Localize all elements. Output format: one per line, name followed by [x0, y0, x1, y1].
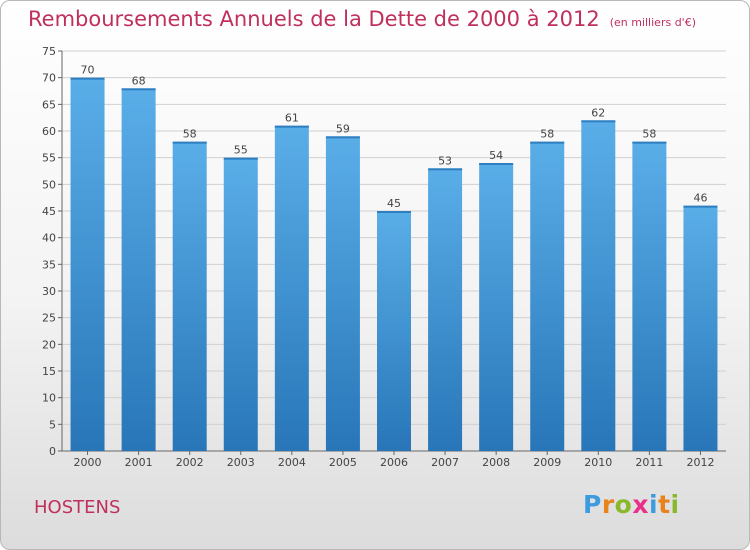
ytick-label: 50 [42, 178, 56, 191]
label-layer: 70 68 58 55 61 59 45 53 54 58 62 58 46 [81, 64, 708, 210]
xtick-label-2009: 2009 [533, 456, 561, 469]
proxiti-logo: Proxiti [583, 490, 680, 519]
bar-2005 [325, 136, 360, 452]
ytick-label: 15 [42, 365, 56, 378]
data-label-2001: 68 [132, 74, 146, 87]
bar-cap-2001 [121, 88, 156, 91]
bar-cap-2011 [632, 141, 667, 144]
bar-2006 [377, 211, 411, 451]
xtick-label-2005: 2005 [329, 456, 357, 469]
logo-letter: x [632, 490, 649, 519]
bar-2004 [274, 125, 309, 452]
bar-cap-2006 [377, 211, 411, 213]
ytick-label: 5 [49, 418, 56, 431]
ytick-label: 30 [42, 285, 56, 298]
ytick-label: 60 [42, 125, 56, 138]
ytick-label: 45 [42, 205, 56, 218]
bar-cap-2010 [581, 120, 616, 123]
ytick-label: 10 [42, 392, 56, 405]
data-label-2012: 46 [693, 192, 707, 205]
xtick-label-2007: 2007 [431, 456, 459, 469]
data-label-2007: 53 [438, 154, 452, 167]
ytick-label: 75 [42, 45, 56, 58]
data-label-2002: 58 [183, 128, 197, 141]
xtick-label-2001: 2001 [125, 456, 153, 469]
bar-2003 [223, 157, 258, 451]
data-label-2010: 62 [591, 106, 605, 119]
data-label-2004: 61 [285, 112, 299, 125]
xtick-label-2000: 2000 [74, 456, 102, 469]
xtick-label-2008: 2008 [482, 456, 510, 469]
ytick-label: 20 [42, 338, 56, 351]
ytick-label: 0 [49, 445, 56, 458]
xtick-label-2006: 2006 [380, 456, 408, 469]
bar-cap-2005 [325, 136, 360, 139]
bar-cap-2008 [479, 163, 514, 165]
chart-title: Remboursements Annuels de la Dette de 20… [28, 7, 696, 31]
bar-cap-2004 [274, 125, 309, 128]
commune-name: HOSTENS [34, 497, 121, 518]
ytick-label: 25 [42, 312, 56, 325]
logo-letter: P [583, 490, 602, 519]
data-label-2008: 54 [489, 149, 503, 162]
ytick-label: 40 [42, 232, 56, 245]
logo-letter: o [614, 490, 633, 519]
xtick-label-2011: 2011 [635, 456, 663, 469]
ytick-label: 35 [42, 258, 56, 271]
xtick-label-2003: 2003 [227, 456, 255, 469]
bar-cap-2000 [70, 77, 105, 80]
bar-2008 [479, 163, 514, 451]
xtick-label-2010: 2010 [584, 456, 612, 469]
bar-2009 [530, 141, 565, 451]
xtick-label-2004: 2004 [278, 456, 306, 469]
bar-2007 [428, 168, 463, 452]
xtick-label-2012: 2012 [686, 456, 714, 469]
bar-layer [70, 77, 718, 452]
bar-2001 [121, 88, 156, 451]
bar-cap-2002 [172, 141, 207, 144]
bar-2000 [70, 77, 105, 452]
data-label-2009: 58 [540, 128, 554, 141]
logo-letter: i [649, 490, 659, 519]
ytick-label: 70 [42, 72, 56, 85]
bar-cap-2007 [428, 168, 463, 171]
chart-title-unit: (en milliers d'€) [609, 16, 696, 29]
bar-2012 [683, 205, 718, 451]
bar-2011 [632, 141, 667, 451]
bar-cap-2012 [683, 205, 718, 208]
bar-2010 [581, 120, 616, 451]
bar-cap-2003 [223, 157, 258, 160]
logo-letter: t [658, 490, 671, 519]
data-label-2003: 55 [234, 144, 248, 157]
data-label-2005: 59 [336, 122, 350, 135]
bar-cap-2009 [530, 141, 565, 144]
ytick-label: 55 [42, 152, 56, 165]
ytick-label: 65 [42, 98, 56, 111]
bar-2002 [172, 141, 207, 451]
logo-letter: i [670, 490, 680, 519]
chart-title-main: Remboursements Annuels de la Dette de 20… [28, 7, 600, 31]
xtick-label-2002: 2002 [176, 456, 204, 469]
logo-letter: r [601, 490, 615, 519]
data-label-2000: 70 [81, 64, 95, 77]
data-label-2006: 45 [387, 197, 401, 210]
data-label-2011: 58 [642, 128, 656, 141]
